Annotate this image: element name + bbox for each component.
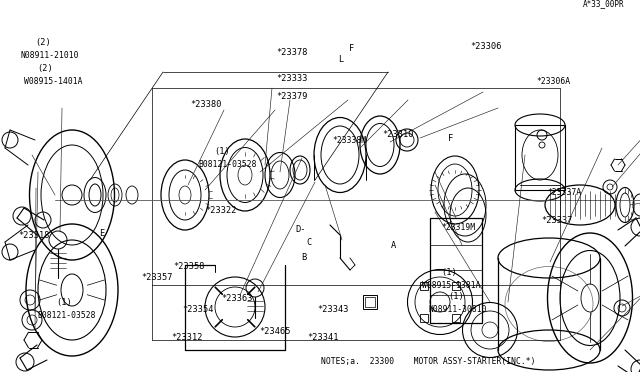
Text: *23318: *23318 [18,231,49,240]
Text: *23322: *23322 [205,206,236,215]
Text: L: L [338,55,343,64]
Text: *23306: *23306 [470,42,502,51]
Text: *23319M: *23319M [442,223,476,232]
Text: B08121-03528: B08121-03528 [37,311,95,320]
Text: *23354: *23354 [182,305,214,314]
Bar [420,282,428,291]
Text: *23363: *23363 [221,294,252,303]
Bar [420,314,428,321]
Text: *23337: *23337 [541,216,572,225]
Text: (1): (1) [56,298,72,307]
Bar [430,218,482,323]
Text: W08915-1381A: W08915-1381A [422,281,481,290]
Text: *23333: *23333 [276,74,308,83]
Text: F: F [349,44,354,53]
Text: *23338M: *23338M [333,136,367,145]
Bar [452,282,460,291]
Text: A: A [390,241,396,250]
Text: *23312: *23312 [172,333,203,342]
Text: (2): (2) [37,64,53,73]
Text: *23343: *23343 [317,305,348,314]
Text: *23378: *23378 [276,48,308,57]
Text: W08915-1401A: W08915-1401A [24,77,83,86]
Text: E: E [99,229,104,238]
Text: *23465: *23465 [259,327,291,336]
Text: *23358: *23358 [173,262,204,271]
Text: F: F [448,134,453,143]
Text: (1): (1) [214,147,230,156]
Bar [452,314,460,321]
Text: (1): (1) [448,292,464,301]
Text: N08911-21010: N08911-21010 [20,51,79,60]
Bar [363,295,377,309]
Text: B: B [301,253,306,262]
Text: *23380: *23380 [191,100,222,109]
Text: (1): (1) [442,268,458,277]
Text: *23337A: *23337A [547,188,581,197]
Text: *23357: *23357 [141,273,172,282]
Text: N08911-30810: N08911-30810 [429,305,487,314]
Text: NOTES;a.  23300    MOTOR ASSY-STARTER(INC.*): NOTES;a. 23300 MOTOR ASSY-STARTER(INC.*) [321,357,536,366]
Text: *23341: *23341 [307,333,339,342]
Text: C: C [306,238,311,247]
Bar [515,125,565,190]
Text: *23310: *23310 [383,130,414,139]
Text: D-: D- [296,225,306,234]
Bar [365,297,375,307]
Text: A*33_00PR: A*33_00PR [582,0,624,8]
Text: B08121-03528: B08121-03528 [198,160,257,169]
Text: (2): (2) [35,38,51,47]
Text: *23306A: *23306A [536,77,570,86]
Text: *23379: *23379 [276,92,308,101]
